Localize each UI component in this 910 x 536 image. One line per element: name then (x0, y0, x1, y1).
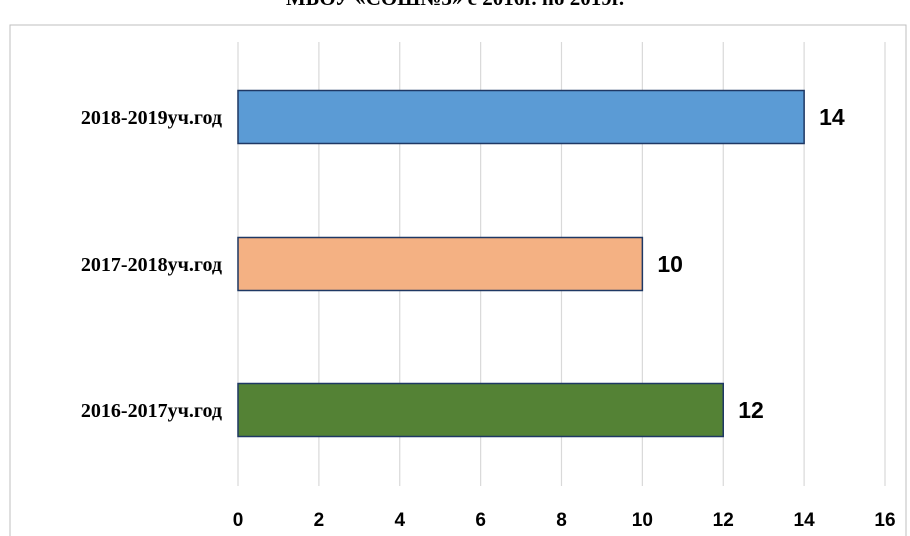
category-label: 2016-2017уч.год (81, 400, 222, 422)
data-labels: 14 10 12 (657, 104, 845, 423)
bar (237, 89, 805, 145)
x-tick-label: 14 (794, 510, 816, 531)
data-label: 12 (738, 397, 764, 423)
bar (237, 236, 644, 292)
category-label: 2017-2018уч.год (81, 254, 222, 276)
category-labels: 2018-2019уч.год 2017-2018уч.год 2016-2017у… (81, 107, 222, 422)
bar (237, 382, 724, 438)
x-tick-label: 2 (314, 510, 325, 531)
x-tick-label: 10 (632, 510, 653, 531)
data-label: 10 (657, 251, 683, 277)
data-label: 14 (819, 104, 845, 130)
x-tick-label: 6 (475, 510, 486, 531)
x-tick-label: 8 (556, 510, 567, 531)
plot-area-border (9, 24, 907, 536)
bars (237, 89, 805, 438)
x-tick-label: 0 (233, 510, 244, 531)
category-label: 2018-2019уч.год (81, 107, 222, 129)
x-tick-label: 16 (874, 510, 895, 531)
x-axis-ticks: 0 2 4 6 8 10 12 14 16 (233, 510, 896, 531)
chart-title: МБОУ «СОШ№3» с 2016г. по 2019г. (0, 0, 910, 11)
x-tick-label: 4 (394, 510, 405, 531)
x-tick-label: 12 (713, 510, 734, 531)
